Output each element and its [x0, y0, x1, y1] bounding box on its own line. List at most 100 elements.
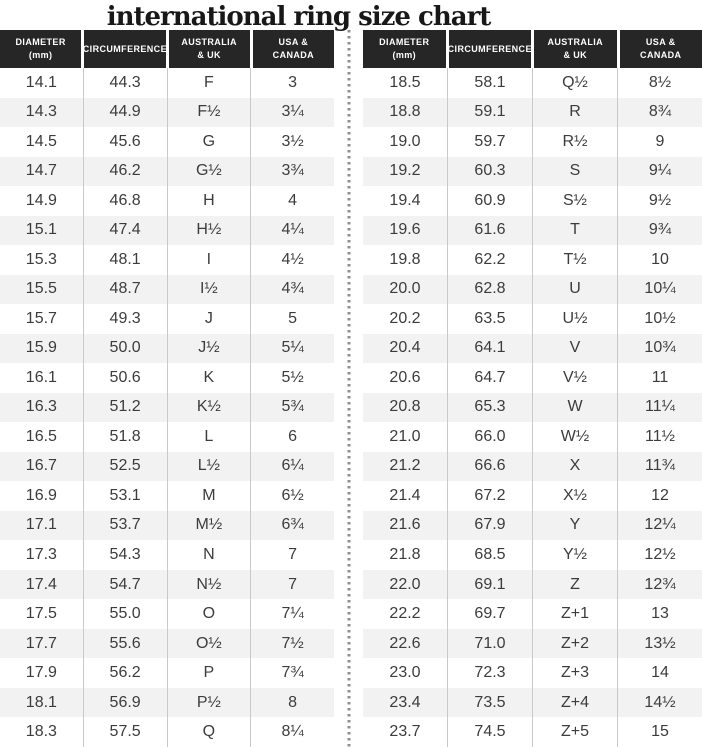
table-row: 15.3 48.1 I 4½ [0, 245, 334, 275]
circumference-value: 66.6 [447, 451, 532, 482]
australia-uk-size: Q [166, 717, 251, 747]
diameter-value: 21.0 [389, 427, 421, 445]
table-row: 21.8 68.5 Y½ 12½ [363, 540, 702, 570]
circumference-value: 72.3 [447, 658, 532, 688]
australia-uk-size: M [166, 481, 251, 511]
australia-uk-size: R [532, 97, 617, 128]
table-row: 20.2 63.5 U½ 10½ [363, 304, 702, 334]
usa-canada-size: 4¼ [250, 215, 334, 246]
table-row: 21.4 67.2 X½ 12 [363, 481, 702, 511]
diameter-value: 19.4 [389, 191, 421, 209]
table-row: 22.0 69.1 Z 12¾ [363, 569, 702, 600]
australia-uk-size: O [166, 599, 251, 629]
diameter-value: 14.3 [25, 103, 57, 121]
usa-canada-size: 12¾ [617, 569, 702, 600]
table-row: 16.9 53.1 M 6½ [0, 481, 334, 511]
header-cell-circumference: CIRCUMFERENCE [445, 30, 531, 68]
diameter-value: 14.7 [25, 162, 57, 180]
circumference-value: 61.6 [447, 215, 532, 246]
circumference-value: 51.8 [82, 422, 167, 452]
diameter-value: 20.4 [389, 339, 421, 357]
usa-canada-size: 7 [250, 540, 334, 570]
header-cell-circumference: CIRCUMFERENCE [81, 30, 166, 68]
circumference-value: 59.1 [447, 97, 532, 128]
table-row: 17.7 55.6 O½ 7½ [0, 628, 334, 659]
table-row: 19.6 61.6 T 9¾ [363, 215, 702, 246]
australia-uk-size: Z [532, 569, 617, 600]
australia-uk-size: F½ [166, 97, 251, 128]
usa-canada-size: 8¼ [250, 717, 334, 747]
australia-uk-size: S½ [532, 186, 617, 216]
table-row: 21.2 66.6 X 11¾ [363, 451, 702, 482]
usa-canada-size: 13 [617, 599, 702, 629]
table-row: 17.1 53.7 M½ 6¾ [0, 510, 334, 541]
diameter-value: 16.3 [25, 398, 57, 416]
circumference-value: 55.0 [82, 599, 167, 629]
ring-size-table-right: DIAMETER (mm) CIRCUMFERENCE AUSTRALIA & … [363, 30, 702, 747]
circumference-value: 62.2 [447, 245, 532, 275]
australia-uk-size: G½ [166, 156, 251, 187]
circumference-value: 53.1 [82, 481, 167, 511]
diameter-value: 23.7 [389, 723, 421, 741]
table-row: 19.8 62.2 T½ 10 [363, 245, 702, 275]
australia-uk-size: N½ [166, 569, 251, 600]
table-row: 21.6 67.9 Y 12¼ [363, 510, 702, 541]
usa-canada-size: 6¾ [250, 510, 334, 541]
diameter-value: 15.7 [25, 309, 57, 327]
table-row: 21.0 66.0 W½ 11½ [363, 422, 702, 452]
australia-uk-size: Q½ [532, 68, 617, 98]
usa-canada-size: 3¾ [250, 156, 334, 187]
circumference-value: 60.9 [447, 186, 532, 216]
circumference-value: 66.0 [447, 422, 532, 452]
circumference-value: 68.5 [447, 540, 532, 570]
usa-canada-size: 12 [617, 481, 702, 511]
usa-canada-size: 5¾ [250, 392, 334, 423]
table-row: 14.5 45.6 G 3½ [0, 127, 334, 157]
australia-uk-size: L [166, 422, 251, 452]
australia-uk-size: W [532, 392, 617, 423]
circumference-value: 47.4 [82, 215, 167, 246]
circumference-value: 45.6 [82, 127, 167, 157]
diameter-value: 19.2 [389, 162, 421, 180]
diameter-value: 14.9 [25, 191, 57, 209]
table-row: 17.5 55.0 O 7¼ [0, 599, 334, 629]
circumference-value: 54.7 [82, 569, 167, 600]
usa-canada-size: 6½ [250, 481, 334, 511]
australia-uk-size: T½ [532, 245, 617, 275]
diameter-value: 15.5 [25, 280, 57, 298]
diameter-value: 21.6 [389, 516, 421, 534]
table-row: 22.6 71.0 Z+2 13½ [363, 628, 702, 659]
circumference-value: 48.1 [82, 245, 167, 275]
circumference-value: 60.3 [447, 156, 532, 187]
diameter-value: 22.0 [389, 575, 421, 593]
circumference-value: 53.7 [82, 510, 167, 541]
dotted-divider [334, 30, 363, 747]
circumference-value: 67.2 [447, 481, 532, 511]
usa-canada-size: 3½ [250, 127, 334, 157]
diameter-value: 18.1 [25, 693, 57, 711]
table-row: 18.8 59.1 R 8¾ [363, 97, 702, 128]
diameter-value: 19.6 [389, 221, 421, 239]
header-cell-australia-uk: AUSTRALIA & UK [165, 30, 250, 68]
usa-canada-size: 6¼ [250, 451, 334, 482]
australia-uk-size: X [532, 451, 617, 482]
table-row: 15.9 50.0 J½ 5¼ [0, 333, 334, 364]
diameter-value: 22.2 [389, 605, 421, 623]
australia-uk-size: X½ [532, 481, 617, 511]
circumference-value: 69.1 [447, 569, 532, 600]
usa-canada-size: 11¾ [617, 451, 702, 482]
header-cell-diameter: DIAMETER (mm) [0, 30, 82, 68]
australia-uk-size: F [166, 68, 251, 98]
table-row: 16.5 51.8 L 6 [0, 422, 334, 452]
table-row: 19.2 60.3 S 9¼ [363, 156, 702, 187]
diameter-value: 23.0 [389, 664, 421, 682]
diameter-value: 14.5 [25, 132, 57, 150]
table-row: 14.3 44.9 F½ 3¼ [0, 97, 334, 128]
table-row: 15.5 48.7 I½ 4¾ [0, 274, 334, 305]
usa-canada-size: 8¾ [617, 97, 702, 128]
table-row: 20.6 64.7 V½ 11 [363, 363, 702, 393]
diameter-value: 23.4 [389, 693, 421, 711]
australia-uk-size: H [166, 186, 251, 216]
usa-canada-size: 10¾ [617, 333, 702, 364]
diameter-value: 16.9 [25, 486, 57, 504]
